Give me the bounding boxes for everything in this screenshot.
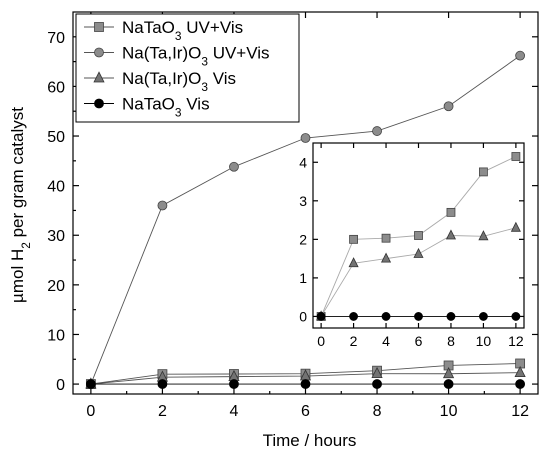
inset-data-point xyxy=(510,221,521,232)
inset-x-tick-label: 12 xyxy=(508,333,524,349)
inset-data-point xyxy=(349,234,358,244)
legend-marker xyxy=(93,71,105,83)
inset-y-tick-label: 1 xyxy=(299,270,307,286)
inset-x-tick-label: 2 xyxy=(350,333,358,349)
data-point xyxy=(515,379,526,389)
inset-data-point xyxy=(414,312,423,321)
data-point xyxy=(229,161,239,172)
data-point xyxy=(372,379,382,389)
legend-label: NaTaO3 Vis xyxy=(122,95,210,120)
data-point xyxy=(157,379,168,389)
x-tick-label: 8 xyxy=(373,403,382,420)
inset-data-point xyxy=(479,312,488,321)
inset-y-tick-label: 2 xyxy=(299,231,307,247)
data-point xyxy=(300,379,311,389)
inset-data-point xyxy=(446,207,456,217)
inset-x-tick-label: 6 xyxy=(415,333,423,349)
data-point xyxy=(229,379,239,389)
x-tick-label: 6 xyxy=(301,403,310,420)
x-tick-label: 4 xyxy=(230,403,239,420)
inset-data-point xyxy=(316,312,326,321)
y-tick-label: 50 xyxy=(47,129,65,146)
data-point xyxy=(85,379,96,389)
inset-data-point xyxy=(349,312,358,321)
data-point xyxy=(371,366,383,379)
y-tick-label: 40 xyxy=(47,179,65,196)
inset-data-point xyxy=(511,312,521,321)
x-tick-label: 2 xyxy=(158,403,167,420)
data-point xyxy=(300,133,311,143)
legend-label: NaTaO3 UV+Vis xyxy=(122,18,243,43)
inset-data-point xyxy=(380,252,392,263)
x-tick-label: 10 xyxy=(440,403,458,420)
inset-data-point xyxy=(414,231,423,240)
inset-x-tick-label: 0 xyxy=(317,333,325,349)
data-point xyxy=(515,50,526,61)
legend-marker xyxy=(94,98,104,109)
y-tick-label: 70 xyxy=(47,30,65,47)
inset-y-tick-label: 4 xyxy=(299,154,307,170)
data-point xyxy=(443,101,454,112)
data-point xyxy=(514,365,526,378)
inset-x-tick-label: 4 xyxy=(382,333,390,349)
inset-x-tick-label: 10 xyxy=(476,333,492,349)
legend-marker xyxy=(94,47,104,58)
y-tick-label: 30 xyxy=(47,228,65,245)
data-point xyxy=(443,379,454,389)
y-tick-label: 60 xyxy=(47,79,65,96)
inset-data-point xyxy=(478,230,489,241)
x-axis-title: Time / hours xyxy=(263,431,357,450)
inset-data-point xyxy=(446,312,456,321)
inset-y-tick-label: 3 xyxy=(299,193,307,209)
inset-data-point xyxy=(479,167,488,177)
inset-data-point xyxy=(348,257,359,268)
inset-data-point xyxy=(381,312,391,321)
y-tick-label: 10 xyxy=(47,327,65,344)
y-tick-label: 0 xyxy=(56,377,65,394)
y-axis-title: µmol H2 per gram catalyst xyxy=(8,107,33,303)
legend-marker xyxy=(94,22,104,32)
inset-y-tick-label: 0 xyxy=(299,308,307,324)
data-point xyxy=(442,367,455,379)
x-tick-label: 12 xyxy=(511,403,529,420)
x-tick-label: 0 xyxy=(86,403,95,420)
data-point xyxy=(157,200,168,211)
legend-label: Na(Ta,Ir)O3 UV+Vis xyxy=(122,44,270,69)
inset-x-tick-label: 8 xyxy=(447,333,455,349)
inset-data-point xyxy=(445,229,457,240)
y-tick-label: 20 xyxy=(47,278,65,295)
data-point xyxy=(372,126,382,136)
inset-data-point xyxy=(381,233,391,243)
inset-data-point xyxy=(511,152,521,161)
inset-data-point xyxy=(413,247,424,258)
legend-label: Na(Ta,Ir)O3 Vis xyxy=(122,69,236,94)
